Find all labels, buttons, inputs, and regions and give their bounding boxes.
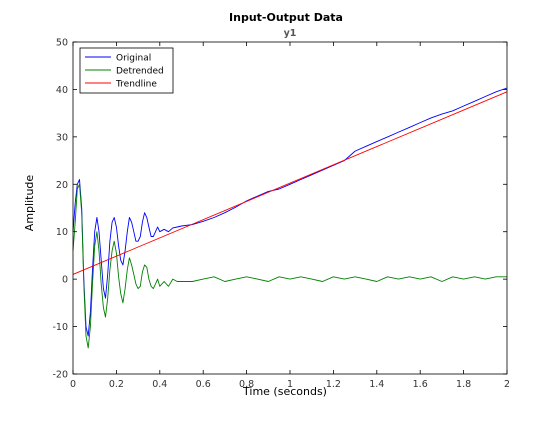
y-tick-label: 30 (56, 132, 68, 143)
x-tick-label: 2 (504, 379, 510, 390)
legend-label: Original (116, 54, 151, 64)
y-tick-label: 40 (56, 85, 68, 96)
x-tick-label: 1.2 (326, 379, 341, 390)
y-tick-label: -20 (52, 370, 68, 381)
y-tick-label: 10 (56, 227, 68, 238)
x-tick-label: 1.6 (413, 379, 428, 390)
chart-subtitle: y1 (284, 28, 297, 39)
plot-area (73, 42, 507, 374)
x-tick-label: 0.2 (109, 379, 124, 390)
legend: Original Detrended Trendline (79, 47, 174, 94)
series-line-0 (72, 87, 508, 337)
x-tick-label: 1.8 (456, 379, 471, 390)
y-tick-label: -10 (52, 322, 68, 333)
y-axis: -20 -10 0 10 20 30 40 50 (52, 38, 507, 381)
legend-label: Trendline (115, 80, 157, 90)
x-tick-label: 1 (287, 379, 293, 390)
x-tick-label: 1.4 (369, 379, 384, 390)
legend-label: Detrended (116, 67, 164, 77)
series-line-1 (72, 183, 507, 349)
x-tick-label: 0.8 (239, 379, 254, 390)
x-tick-label: 0.6 (196, 379, 211, 390)
series-layer (72, 87, 508, 349)
y-tick-label: 0 (62, 275, 68, 286)
series-line-2 (72, 91, 508, 275)
x-axis: 0 0.2 0.4 0.6 0.8 1 1.2 1.4 1.6 1.8 2 (70, 42, 510, 390)
x-tick-label: 0 (70, 379, 76, 390)
y-tick-label: 20 (56, 180, 68, 191)
y-axis-label: Amplitude (23, 175, 36, 232)
x-axis-label: Time (seconds) (242, 385, 327, 398)
chart-title: Input-Output Data (229, 11, 343, 24)
y-tick-label: 50 (56, 38, 68, 49)
x-tick-label: 0.4 (152, 379, 167, 390)
